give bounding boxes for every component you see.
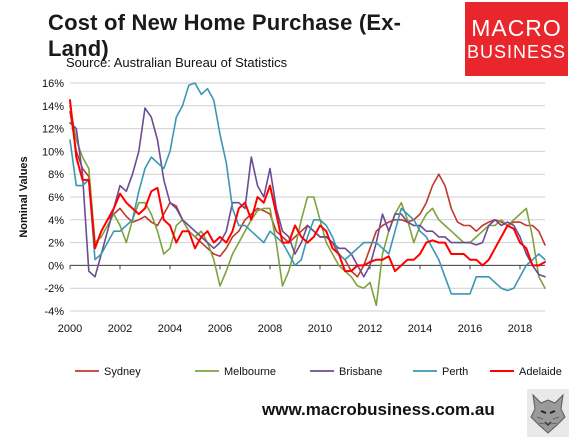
- y-tick-label: 0%: [48, 260, 64, 272]
- legend-label-brisbane: Brisbane: [339, 366, 382, 378]
- y-tick-label: 16%: [42, 78, 64, 90]
- y-tick-label: -2%: [44, 283, 64, 295]
- brand-line-2: BUSINESS: [466, 42, 567, 62]
- series-line-brisbane: [69, 107, 546, 278]
- footer-url[interactable]: www.macrobusiness.com.au: [262, 400, 495, 419]
- macrobusiness-logo: MACRO BUSINESS: [465, 2, 568, 76]
- series-line-adelaide: [69, 99, 546, 273]
- y-tick-label: 10%: [42, 146, 64, 158]
- x-tick-label: 2004: [158, 323, 182, 335]
- legend-label-sydney: Sydney: [104, 366, 141, 378]
- x-tick-label: 2010: [308, 323, 332, 335]
- legend-label-adelaide: Adelaide: [519, 366, 562, 378]
- y-tick-label: 8%: [48, 169, 64, 181]
- x-tick-label: 2016: [458, 323, 482, 335]
- brand-line-1: MACRO: [471, 15, 562, 41]
- x-tick-label: 2008: [258, 323, 282, 335]
- x-tick-label: 2002: [108, 323, 132, 335]
- y-tick-label: 12%: [42, 124, 64, 136]
- x-tick-label: 2000: [58, 323, 82, 335]
- line-chart: -4% -2% 0% 2% 4% 6% 8% 10% 12% 14% 16% 2000 2002 2004…: [18, 78, 562, 378]
- y-tick-label: 6%: [48, 192, 64, 204]
- x-tick-label: 2006: [208, 323, 232, 335]
- chart-source: Source: Australian Bureau of Statistics: [66, 55, 288, 70]
- x-tick-label: 2018: [508, 323, 532, 335]
- y-axis-title: Nominal Values: [18, 156, 30, 237]
- legend-label-perth: Perth: [442, 366, 468, 378]
- wolf-logo-icon: [527, 389, 569, 437]
- legend-label-melbourne: Melbourne: [224, 366, 276, 378]
- x-tick-label: 2012: [358, 323, 382, 335]
- y-tick-label: -4%: [44, 306, 64, 318]
- x-tick-label: 2014: [408, 323, 432, 335]
- y-tick-label: 4%: [48, 215, 64, 227]
- y-tick-label: 14%: [42, 101, 64, 113]
- chart-title: Cost of New Home Purchase (Ex-Land): [48, 10, 402, 61]
- series-line-perth: [69, 82, 546, 295]
- y-tick-label: 2%: [48, 238, 64, 250]
